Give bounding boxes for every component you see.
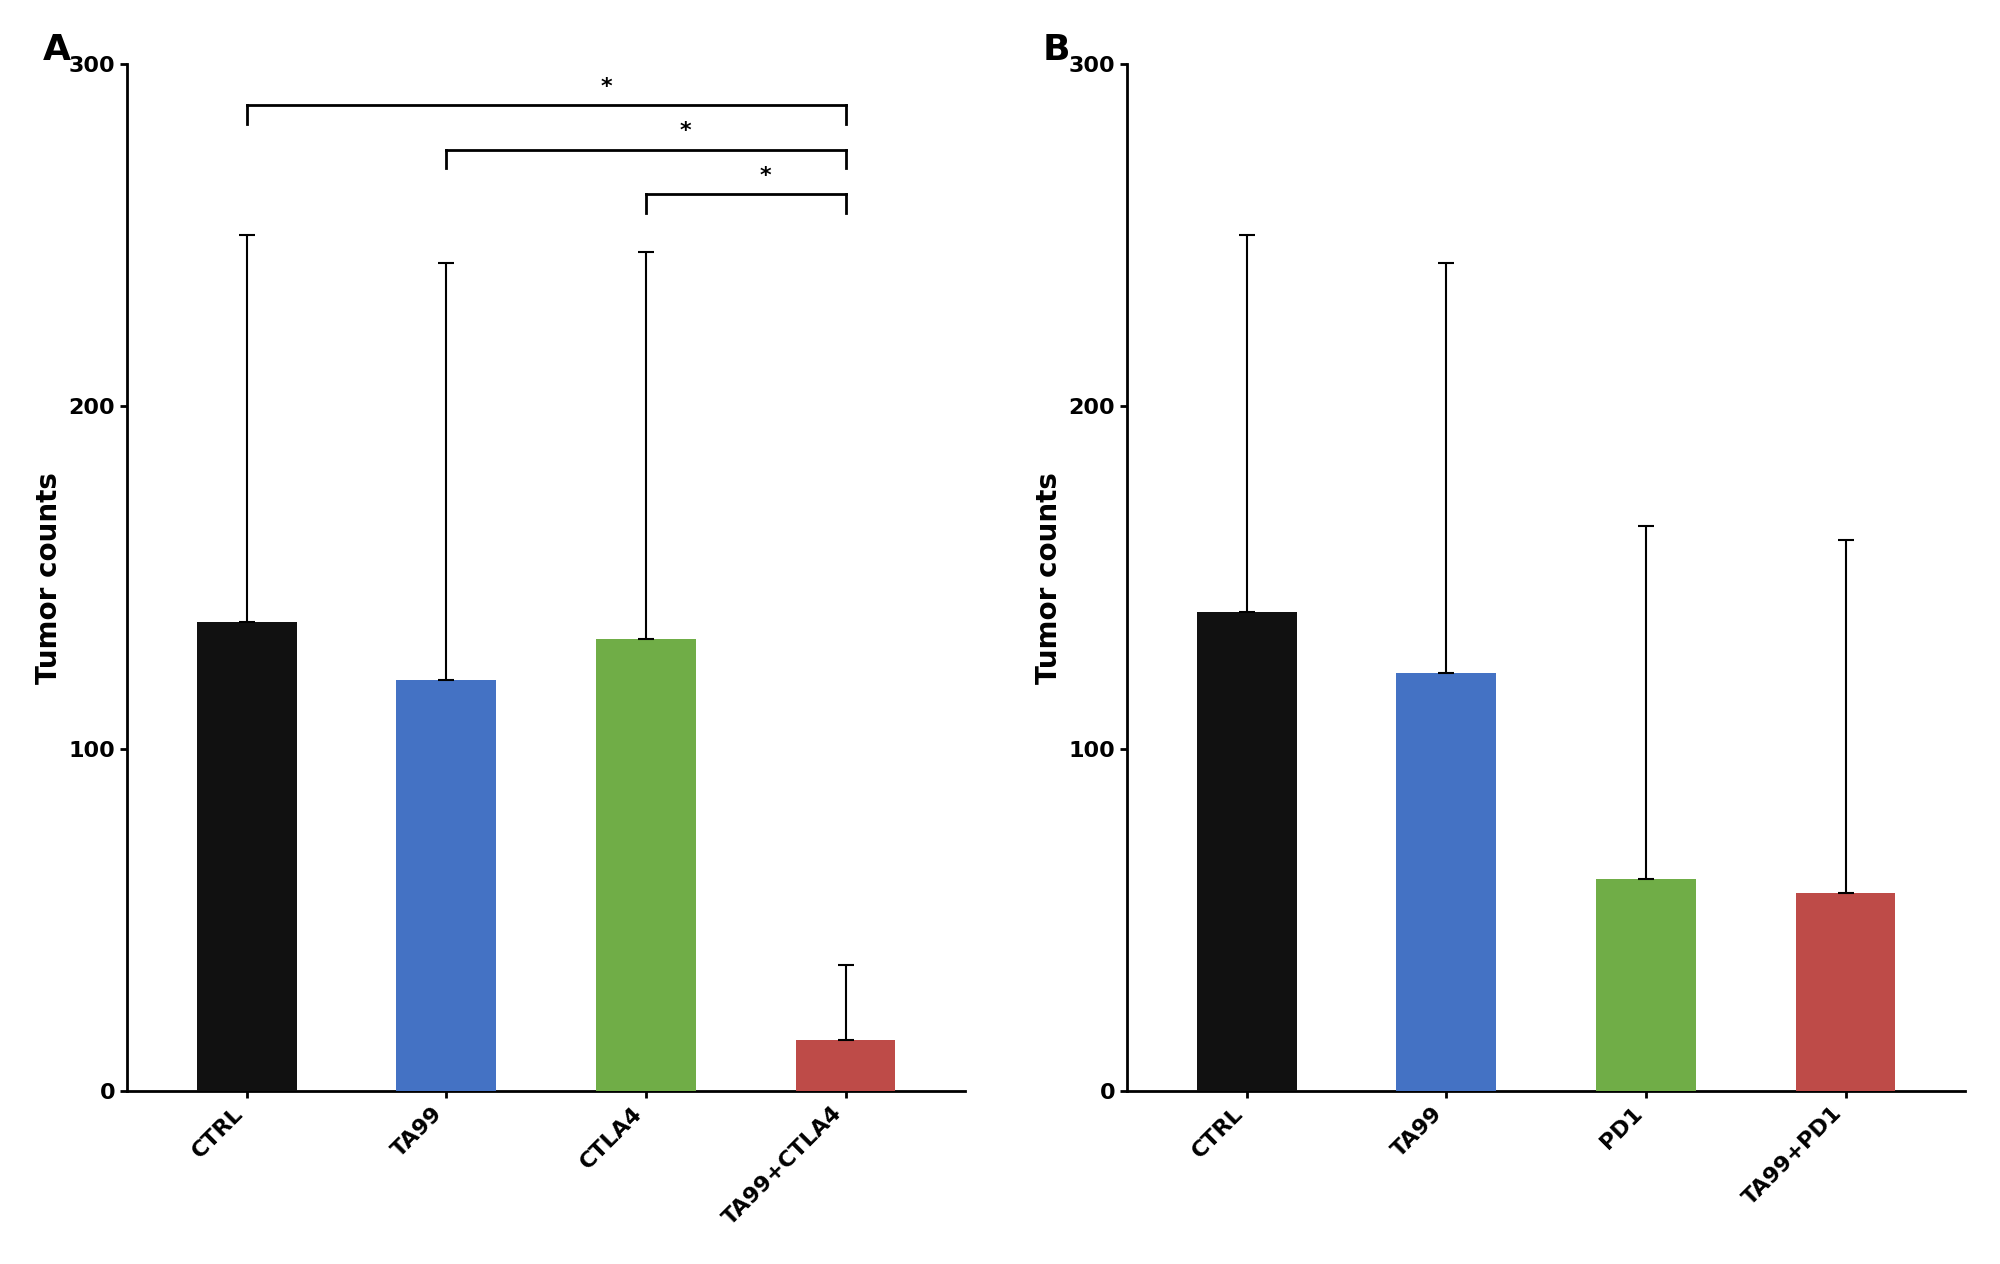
Text: B: B	[1042, 33, 1070, 67]
Bar	[1196, 612, 1296, 1091]
Bar	[396, 680, 496, 1091]
Text: A: A	[42, 33, 70, 67]
Text: *: *	[760, 166, 772, 186]
Bar	[1796, 892, 1896, 1091]
Text: *: *	[600, 77, 612, 97]
Bar	[196, 622, 296, 1091]
Y-axis label: Tumor counts: Tumor counts	[34, 471, 62, 684]
Y-axis label: Tumor counts: Tumor counts	[1034, 471, 1062, 684]
Bar	[796, 1040, 896, 1091]
Bar	[1596, 878, 1696, 1091]
Bar	[596, 640, 696, 1091]
Text: *: *	[680, 121, 692, 142]
Bar	[1396, 674, 1496, 1091]
